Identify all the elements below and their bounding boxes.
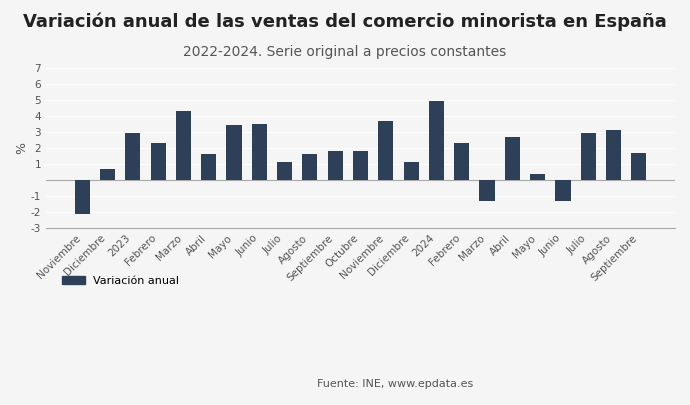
Bar (480, 180, 495, 201)
Legend: Variación anual: Variación anual (58, 271, 184, 290)
Bar (504, 136, 520, 180)
Text: Variación anual de las ventas del comercio minorista en España: Variación anual de las ventas del comerc… (23, 12, 667, 31)
Bar (252, 124, 267, 180)
Bar (454, 143, 469, 180)
Bar (176, 111, 191, 180)
Bar (100, 169, 115, 180)
Bar (353, 151, 368, 180)
Bar (606, 130, 621, 180)
Bar (580, 133, 595, 180)
Bar (328, 151, 343, 180)
Text: Fuente: INE, www.epdata.es: Fuente: INE, www.epdata.es (317, 379, 473, 389)
Bar (125, 133, 140, 180)
Bar (302, 154, 317, 180)
Bar (378, 121, 393, 180)
Bar (428, 101, 444, 180)
Text: 2022-2024. Serie original a precios constantes: 2022-2024. Serie original a precios cons… (184, 45, 506, 59)
Bar (631, 153, 647, 180)
Bar (201, 154, 216, 180)
Bar (404, 162, 419, 180)
Bar (150, 143, 166, 180)
Bar (277, 162, 292, 180)
Bar (226, 125, 242, 180)
Bar (555, 180, 571, 201)
Bar (530, 174, 545, 180)
Y-axis label: %: % (15, 142, 28, 154)
Bar (75, 180, 90, 214)
